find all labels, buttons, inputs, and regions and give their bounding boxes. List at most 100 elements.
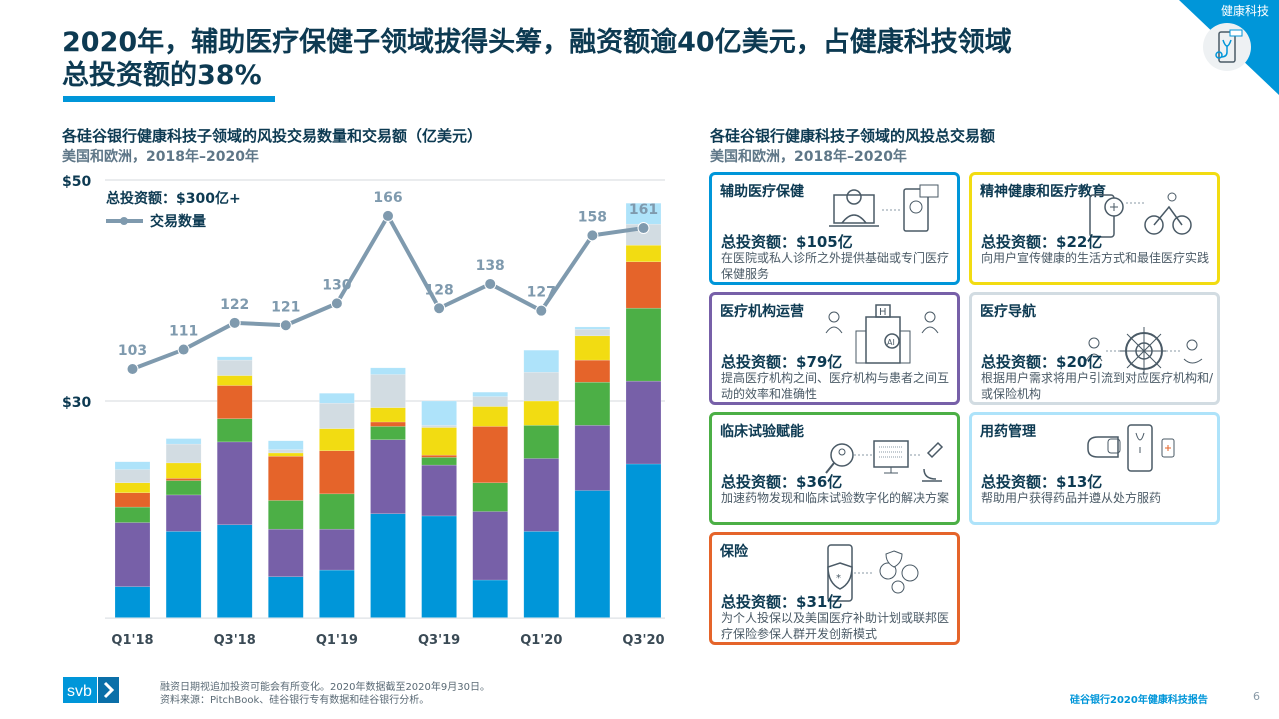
svb-logo: svb [63,677,119,703]
bar-segment [523,425,560,459]
bar-segment [370,513,406,618]
bar-segment [114,586,151,618]
bar-segment [574,335,611,361]
bar-segment [165,438,202,445]
right-panel-title: 各硅谷银行健康科技子领域的风投总交易额 [710,127,996,145]
bar-segment [472,406,508,427]
deal-count-point [126,363,139,375]
deal-count-label: 122 [220,297,249,313]
bar-segment [625,307,662,382]
title-underline [63,96,275,102]
page-number: 6 [1253,690,1260,703]
deal-count-label: 161 [629,202,658,218]
subsector-card: 临床试验赋能 总投资额：$36亿 加速药物发现和临床试验数字化的解决方案 [709,412,960,525]
bar-segment [216,359,253,376]
bar-segment [523,400,560,426]
x-tick-label: Q3'20 [622,633,664,648]
bar-segment [268,576,304,618]
bar-segment [370,367,406,375]
bar-segment [319,493,355,530]
card-description: 为个人投保以及美国医疗补助计划或联邦医疗保险参保人群开发创新模式 [721,611,950,641]
deal-count-label: 103 [118,343,147,359]
bar-segment [216,375,253,386]
bar-segment [114,506,151,523]
bar-segment [319,569,355,618]
bar-segment [319,428,355,451]
left-chart-title: 各硅谷银行健康科技子领域的风投交易数量和交易额（亿美元） [62,127,483,145]
bar-segment [421,457,457,466]
bar-segment [370,407,406,423]
bar-segment [574,326,611,330]
x-tick-label: Q1'20 [520,633,562,648]
bar-segment [421,400,457,426]
x-tick-label: Q1'18 [111,633,153,648]
bar-segment [574,381,611,426]
legend-total: 总投资额：$300亿+ [106,190,241,207]
card-name: 保险 [720,544,748,560]
bar-segment [268,452,304,457]
deal-count-point [228,316,241,329]
subsector-card: 医疗机构运营 H AI 总投资额：$79亿 提高医疗机构之间、医疗机构与患者之间互动的效… [709,292,960,405]
footnote-source: 资料来源：PitchBook、硅谷银行专有数据和硅谷银行分析。 [160,695,430,706]
deal-count-label: 111 [169,324,198,340]
card-name: 医疗导航 [980,304,1036,320]
card-description: 在医院或私人诊所之外提供基础或专门医疗保健服务 [721,251,950,281]
bar-segment [370,426,406,440]
card-name: 医疗机构运营 [720,304,804,320]
deal-count-point [484,277,497,290]
bar-segment [165,480,202,496]
bar-segment [625,380,662,465]
deal-count-point [330,297,343,310]
deal-count-point [535,304,548,317]
deal-count-label: 127 [527,285,556,301]
legend-line-icon [106,217,143,225]
deal-count-point [279,319,292,332]
bar-segment [472,482,508,512]
card-name: 辅助医疗保健 [720,184,804,200]
bar-segment [114,482,151,493]
card-total: 总投资额：$22亿 [981,233,1103,251]
bar-segment [268,528,304,577]
bar-segment [370,439,406,514]
bar-segment [319,528,355,571]
page-title: 2020年，辅助医疗保健子领域拔得头筹，融资额逾40亿美元，占健康科技领域 总投… [62,26,1182,92]
x-tick-label: Q3'19 [418,633,460,648]
bar-segment [165,531,202,618]
deal-count-label: 121 [271,299,300,315]
bar-segment [421,464,457,517]
bar-segment [574,328,611,337]
card-name: 用药管理 [980,424,1036,440]
bar-segment [421,454,457,458]
bar-segment [216,385,253,419]
bar-segment [216,441,253,526]
bar-segment [523,531,560,618]
right-panel-subtitle: 美国和欧洲，2018年–2020年 [710,149,907,165]
bar-segment [165,462,202,479]
bar-segment [165,494,202,532]
bar-segment [625,244,662,263]
card-name: 临床试验赋能 [720,424,804,440]
subsector-card: 保险 * 总投资额：$31亿 为个人投保以及美国医疗补助计划或联邦医疗保险参保人群开发… [709,532,960,645]
deal-count-point [433,302,446,315]
bar-segment [319,393,355,404]
subsector-card: 医疗导航 总投资额：$20亿 根据用户需求将用户引流到对应医疗机构和/或保险机构 [969,292,1220,405]
stacked-bar-chart: $50 $30 103 111 122 121 130 166 128 138 127 158 161… [62,174,665,648]
svg-text:*: * [836,573,841,584]
bar-segment [370,421,406,427]
subsector-card: 精神健康和医疗教育 总投资额：$22亿 向用户宣传健康的生活方式和最佳医疗实践 [969,172,1220,285]
deal-count-label: 158 [578,209,607,225]
deal-count-point [637,222,650,235]
bar-segment [319,450,355,495]
subsector-card: 用药管理 总投资额：$13亿 帮助用户获得药品并遵从处方服药 [969,412,1220,525]
card-description: 根据用户需求将用户引流到对应医疗机构和/或保险机构 [981,371,1214,401]
bar-segment [370,374,406,408]
bar-segment [625,463,662,618]
bar-segment [523,458,560,532]
svg-text:svb: svb [67,683,92,700]
legend-line-label: 交易数量 [150,213,206,230]
bar-segment [268,456,304,501]
y-tick-label: $30 [62,395,91,411]
card-description: 加速药物发现和临床试验数字化的解决方案 [721,491,950,505]
bar-segment [421,425,457,428]
bar-segment [216,524,253,618]
